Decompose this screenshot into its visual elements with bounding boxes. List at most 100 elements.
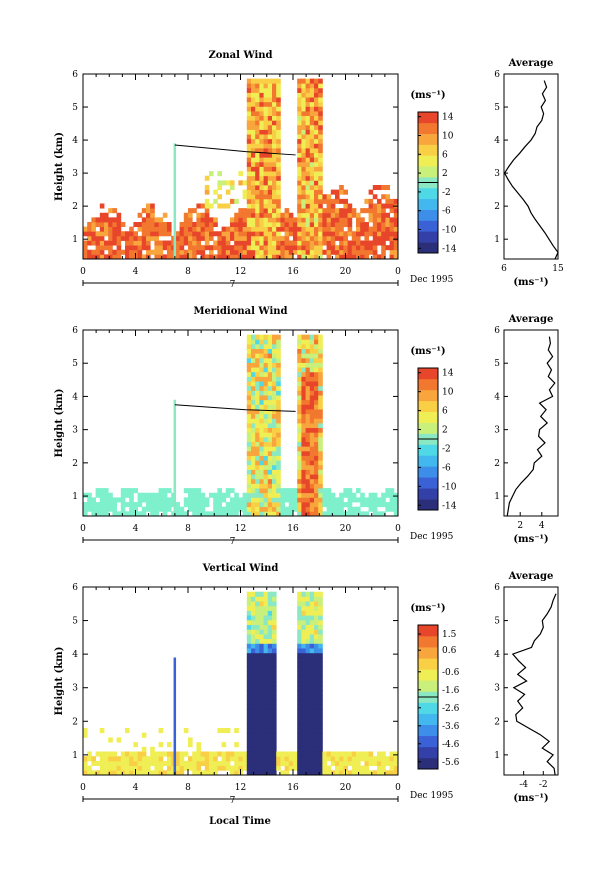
heatmap-cell (267, 483, 273, 489)
heatmap-cell (389, 751, 395, 757)
heatmap-cell (158, 217, 164, 223)
heatmap-cell (192, 208, 197, 214)
heatmap-cell (347, 203, 353, 209)
heatmap-cell (272, 418, 277, 424)
heatmap-cell (318, 175, 323, 181)
heatmap-cell (309, 166, 315, 172)
heatmap-cell (112, 235, 117, 241)
heatmap-cell (314, 385, 319, 391)
heatmap-cell (326, 245, 332, 251)
heatmap-cell (95, 231, 101, 237)
heatmap-cell (217, 506, 222, 512)
heatmap-cell (301, 124, 306, 130)
heatmap-cell (301, 760, 306, 766)
heatmap-cell (125, 756, 130, 762)
heatmap-cell (314, 189, 319, 195)
heatmap-cell (326, 770, 332, 776)
heatmap-cell (335, 189, 340, 195)
heatmap-cell (251, 376, 256, 382)
heatmap-cell (318, 483, 323, 489)
heatmap-cell (188, 226, 193, 232)
heatmap-cell (339, 770, 344, 776)
heatmap-cell (120, 497, 126, 503)
heatmap-cell (221, 249, 227, 255)
heatmap-cell (246, 83, 252, 89)
heatmap-cell (314, 737, 319, 743)
heatmap-cell (221, 180, 227, 186)
y-tick-label: 4 (72, 650, 78, 660)
heatmap-cell (104, 212, 109, 218)
heatmap-cell (272, 638, 277, 644)
heatmap-cell (217, 492, 222, 498)
heatmap-cell (318, 92, 323, 98)
heatmap-cell (284, 488, 290, 494)
heatmap-cell (255, 404, 260, 410)
heatmap-cell (305, 348, 311, 354)
heatmap-cell (318, 249, 323, 255)
heatmap-cell (259, 676, 264, 682)
heatmap-cell (242, 217, 248, 223)
heatmap-cell (267, 450, 273, 456)
heatmap-cell (255, 648, 260, 654)
heatmap-cell (368, 770, 374, 776)
heatmap-cell (309, 413, 315, 419)
heatmap-cell (276, 404, 281, 410)
heatmap-cell (99, 497, 105, 503)
heatmap-cell (309, 446, 315, 452)
heatmap-cell (87, 756, 92, 762)
heatmap-cell (309, 681, 315, 687)
heatmap-cell (301, 245, 306, 251)
heatmap-cell (301, 198, 306, 204)
heatmap-cell (309, 245, 315, 251)
colorbar-swatch (418, 455, 438, 467)
heatmap-cell (83, 226, 88, 232)
x-tick-label: 0 (395, 267, 401, 277)
heatmap-cell (255, 138, 260, 144)
heatmap-cell (309, 610, 315, 616)
heatmap-cell (95, 760, 101, 766)
heatmap-cell (326, 240, 332, 246)
heatmap-cell (330, 235, 336, 241)
heatmap-cell (301, 432, 306, 438)
heatmap-cell (263, 502, 269, 508)
colorbar-swatch (418, 680, 438, 692)
heatmap-cell (393, 492, 399, 498)
heatmap-cell (326, 765, 332, 771)
heatmap-cell (213, 765, 218, 771)
heatmap-cell (272, 709, 277, 715)
heatmap-cell (259, 404, 264, 410)
heatmap-cell (301, 148, 306, 154)
heatmap-cell (318, 390, 323, 396)
heatmap-cell (272, 343, 277, 349)
heatmap-cell (372, 240, 378, 246)
heatmap-cell (192, 760, 197, 766)
heatmap-cell (309, 760, 315, 766)
heatmap-cell (263, 427, 269, 433)
heatmap-cell (326, 217, 332, 223)
heatmap-cell (246, 92, 252, 98)
heatmap-cell (381, 497, 386, 503)
heatmap-cell (251, 591, 256, 597)
heatmap-cell (263, 254, 269, 260)
heatmap-cell (305, 713, 311, 719)
heatmap-cell (246, 381, 252, 387)
heatmap-cell (209, 511, 214, 517)
heatmap-cell (263, 511, 269, 517)
heatmap-cell (91, 497, 96, 503)
heatmap-cell (318, 591, 323, 597)
heatmap-cell (263, 83, 269, 89)
heatmap-cell (305, 662, 311, 668)
heatmap-cell (192, 756, 197, 762)
heatmap-cell (196, 231, 201, 237)
heatmap-cell (221, 742, 227, 748)
heatmap-cell (326, 212, 332, 218)
heatmap-cell (305, 226, 311, 232)
heatmap-cell (158, 728, 164, 734)
heatmap-cell (305, 596, 311, 602)
heatmap-cell (314, 446, 319, 452)
heatmap-cell (129, 511, 134, 517)
heatmap-cell (217, 497, 222, 503)
heatmap-cell (309, 143, 315, 149)
heatmap-cell (137, 497, 143, 503)
